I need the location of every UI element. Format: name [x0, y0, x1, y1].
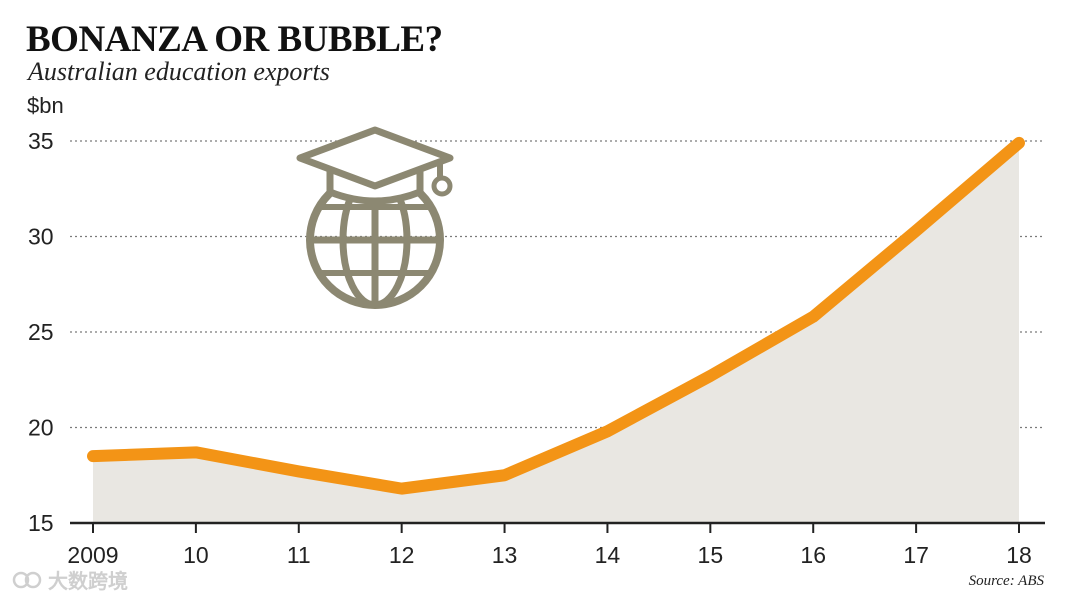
x-tick-label-17: 17	[903, 542, 929, 568]
data-point-13	[501, 472, 508, 479]
area-fill-layer	[93, 142, 1019, 523]
data-point-14	[604, 428, 611, 435]
x-axis	[70, 521, 1045, 533]
watermark: 大数跨境	[12, 565, 128, 594]
y-tick-label-15: 15	[28, 510, 54, 536]
y-tick-label-25: 25	[28, 319, 54, 345]
chart-subtitle: Australian education exports	[28, 57, 330, 86]
cap-tassel	[431, 175, 453, 197]
x-tick-label-16: 16	[800, 542, 826, 568]
cap-board	[296, 126, 454, 190]
x-tick-label-15: 15	[698, 542, 724, 568]
chart-title: BONANZA OR BUBBLE?	[26, 19, 443, 60]
x-tick-label-18: 18	[1006, 542, 1032, 568]
y-tick-labels: 15 20 25 30 35	[28, 128, 54, 536]
x-tick-label-12: 12	[389, 542, 415, 568]
y-axis-unit-label: $bn	[27, 93, 64, 118]
x-tick-labels: 2009 10 11 12 13 14 15 16 17 18	[67, 542, 1031, 568]
data-point-10	[192, 449, 199, 456]
watermark-logo-icon	[12, 571, 42, 588]
x-tick-label-10: 10	[183, 542, 209, 568]
series-line-layer	[87, 136, 1025, 495]
data-point-16	[810, 313, 817, 320]
series-line	[87, 136, 1025, 495]
data-point-17	[913, 227, 920, 234]
y-tick-label-35: 35	[28, 128, 54, 154]
source-note: Source: ABS	[968, 573, 1044, 589]
x-tick-label-2009: 2009	[67, 542, 118, 568]
graduation-cap-globe-icon	[296, 126, 454, 309]
x-tick-label-11: 11	[287, 542, 311, 568]
data-point-11	[295, 468, 302, 475]
data-point-15	[707, 372, 714, 379]
data-point-18	[1016, 139, 1022, 146]
y-tick-label-30: 30	[28, 224, 54, 250]
data-point-2009	[90, 453, 96, 460]
x-tick-label-14: 14	[595, 542, 621, 568]
series-area	[93, 142, 1019, 523]
data-point-12	[398, 485, 405, 492]
y-tick-label-20: 20	[28, 415, 54, 441]
watermark-text: 大数跨境	[48, 569, 128, 593]
x-tick-label-13: 13	[492, 542, 518, 568]
